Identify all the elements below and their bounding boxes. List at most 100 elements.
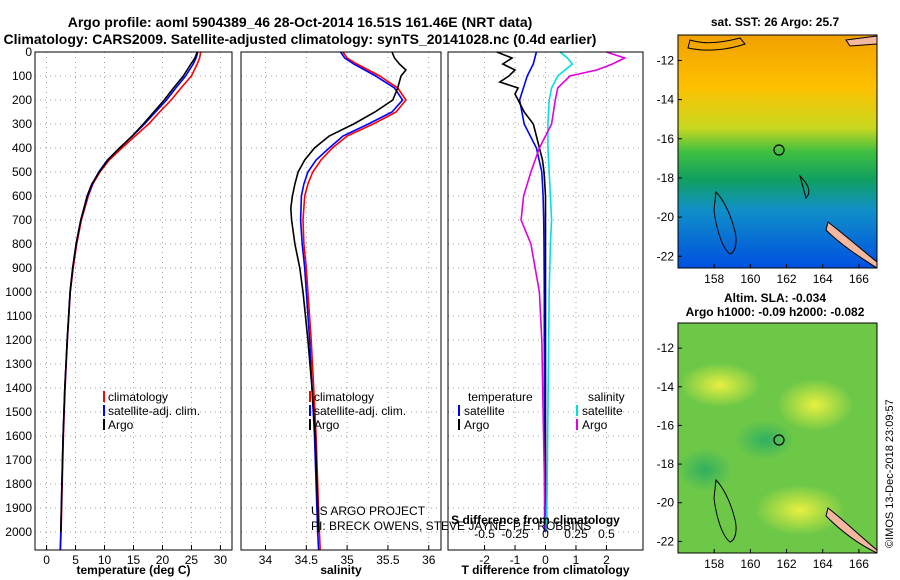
map-x-tick-label: 158 [704,272,724,286]
y-tick-label: 1600 [5,429,32,443]
map-axis-labels: 158 160 162 164 166 -12 -14 -16 -18 -20 -22 158 160 1… [657,53,870,571]
figure-title-line2: Climatology: CARS2009. Satellite-adjuste… [4,31,597,47]
x-tick-label: 30 [214,553,228,567]
map-y-tick-label: -12 [657,53,675,67]
project-credit: US ARGO PROJECT [311,504,426,518]
sla-map-subtitle: Argo h1000: -0.09 h2000: -0.082 [686,305,865,319]
legend-label: satellite-adj. clim. [314,404,406,418]
y-tick-label: 300 [12,117,32,131]
sst-field [678,35,877,268]
series-difference-3 [520,51,627,533]
island-outline-vanuatu [713,190,737,255]
y-tick-label: 1900 [5,501,32,515]
map-x-tick-label: 164 [813,272,833,286]
figure-title-line1: Argo profile: aoml 5904389_46 28-Oct-201… [68,14,533,30]
map-y-tick-label: -22 [657,249,675,263]
x-tick-label: 35 [340,553,354,567]
map-x-tick-label: 160 [740,272,760,286]
y-tick-label: 2000 [5,525,32,539]
sla-low-2 [678,448,733,492]
legend-label: Argo [314,418,340,432]
sla-map-title: Altim. SLA: -0.034 [724,291,826,305]
series-difference-0 [518,51,546,532]
sla-high-1 [680,363,760,407]
map-x-tick-label: 164 [813,557,833,571]
legend-label: satellite [582,404,623,418]
sla-high-3 [755,485,845,535]
y-tick-label: 200 [12,93,32,107]
map-y-tick-label: -18 [657,171,675,185]
map-y-tick-label: -12 [657,341,675,355]
map-y-tick-label: -16 [657,418,675,432]
x-axis-label-salinity: S difference from climatology [451,513,620,527]
legend-swatch [458,405,460,416]
x-tick-label: 5 [72,553,79,567]
solomon-coast-outline [687,37,746,51]
legend-label: climatology [314,390,374,404]
new-caledonia-land [825,221,877,268]
x-axis-label: salinity [320,563,362,577]
y-tick-label: 100 [12,69,32,83]
x-tick-label: -2 [479,553,490,567]
float-position-marker [773,144,785,156]
x-tick-label: 34 [259,553,273,567]
x-axis-label: T difference from climatology [461,563,629,577]
map-y-tick-label: -14 [657,93,675,107]
legend-swatch [576,419,578,430]
x-tick-label: 0 [43,553,50,567]
legend-label: satellite-adj. clim. [108,404,200,418]
y-tick-label: 1400 [5,381,32,395]
legend-swatch [458,419,460,430]
float-position-marker-2 [773,434,785,446]
legend-swatch [103,391,105,402]
series-temperature-2 [60,51,198,533]
x-axis-label: temperature (deg C) [76,563,190,577]
legend-label: Argo [464,418,490,432]
panel-difference: -2 -1 0 1 2T difference from climatology S di… [447,51,644,577]
series-temperature-0 [59,51,202,551]
legend-swatch [309,405,311,416]
map-y-tick-label: -20 [657,210,675,224]
x-tick-label-salinity: 0.5 [598,527,615,541]
map-y-tick-label: -22 [657,534,675,548]
legend-title-salinity: salinity [588,390,625,404]
y-tick-label: 800 [12,237,32,251]
sla-map [678,323,877,553]
y-tick-label: 700 [12,213,32,227]
y-tick-label: 500 [12,165,32,179]
x-tick-label: 10 [98,553,112,567]
y-tick-label: 1500 [5,405,32,419]
series-salinity-2 [289,51,407,533]
series-difference-1 [496,51,547,532]
legend-title-temperature: temperature [468,390,533,404]
map-y-tick-label: -16 [657,132,675,146]
series-salinity-0 [302,51,407,551]
coast-land-north [845,35,877,47]
map-x-tick-label: 162 [777,557,797,571]
imos-credit: ©IMOS 13-Dec-2018 23:09:57 [884,399,896,548]
map-y-tick-label: -18 [657,457,675,471]
y-tick-label: 1800 [5,477,32,491]
map-x-tick-label: 166 [849,557,869,571]
legend-swatch [309,419,311,430]
x-tick-label-salinity: -0.5 [474,527,495,541]
sst-map-title: sat. SST: 26 Argo: 25.7 [711,15,840,29]
panel-frame [34,51,233,551]
y-tick-label: 400 [12,141,32,155]
y-tick-label: 600 [12,189,32,203]
x-tick-label: 20 [156,553,170,567]
x-tick-label-salinity: 0.25 [564,527,588,541]
legend-label: Argo [108,418,134,432]
map-x-tick-label: 162 [777,272,797,286]
sst-map-frame [677,34,878,269]
series-temperature-1 [59,51,199,551]
x-tick-label-salinity: -0.25 [501,527,529,541]
legend-swatch [576,405,578,416]
x-tick-label: 1 [573,553,580,567]
map-x-tick-label: 158 [704,557,724,571]
new-caledonia-land-2 [825,507,877,553]
legend-label: Argo [582,418,608,432]
map-y-tick-label: -20 [657,496,675,510]
island-outline-vanuatu-2 [713,478,737,543]
